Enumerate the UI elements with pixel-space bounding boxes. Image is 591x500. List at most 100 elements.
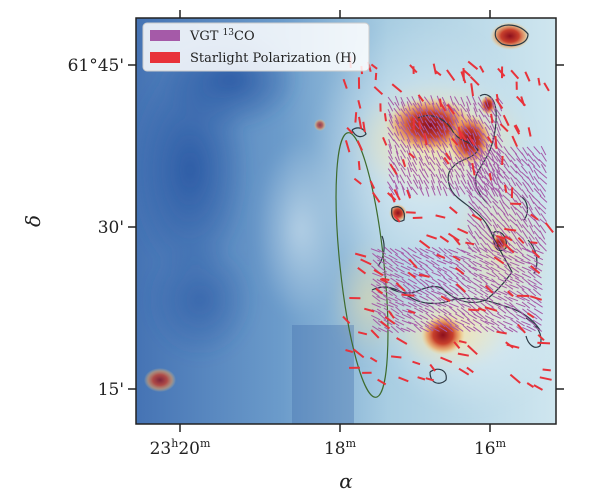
vgt-vector	[496, 312, 506, 320]
vgt-vector	[436, 259, 447, 265]
vgt-vector	[454, 96, 460, 106]
vgt-vector	[431, 284, 441, 291]
vgt-vector	[372, 259, 381, 267]
vgt-vector	[478, 206, 486, 215]
polarization-vector	[371, 191, 381, 203]
polarization-vector	[527, 127, 532, 137]
polarization-vector	[353, 177, 362, 185]
vgt-vector	[532, 195, 541, 204]
vgt-vector	[498, 206, 506, 215]
vgt-vector	[533, 176, 541, 185]
vgt-vector	[540, 145, 547, 156]
polarization-vector	[382, 137, 388, 146]
vgt-vector	[419, 295, 429, 301]
vgt-vector	[468, 194, 474, 204]
vgt-vector	[460, 180, 467, 190]
vgt-vector	[453, 161, 461, 171]
vgt-vector	[400, 252, 410, 260]
vgt-vector	[533, 188, 542, 197]
polarization-vector	[509, 373, 521, 384]
vgt-vector	[462, 259, 472, 267]
vgt-vector	[508, 242, 517, 251]
vgt-vector	[400, 101, 406, 112]
vgt-vector	[477, 102, 485, 111]
vgt-vector	[429, 137, 436, 147]
vgt-vector	[411, 167, 419, 177]
vgt-vector	[491, 152, 499, 162]
vgt-vector	[407, 162, 413, 173]
vgt-vector	[399, 131, 405, 141]
vgt-vector	[478, 247, 488, 254]
vgt-vector	[394, 320, 405, 326]
vgt-vector	[429, 161, 436, 171]
legend-label-vgt: VGT 13CO	[189, 28, 255, 44]
vgt-vector	[514, 277, 524, 284]
vgt-vector	[418, 186, 425, 196]
vgt-vector	[533, 325, 543, 332]
polarization-vector	[408, 258, 418, 269]
vgt-vector	[412, 151, 418, 161]
vgt-vector	[429, 109, 437, 119]
vgt-vector	[387, 126, 394, 136]
polarization-vector	[407, 271, 416, 279]
vgt-vector	[491, 270, 500, 279]
vgt-vector	[449, 162, 454, 172]
vgt-vector	[443, 289, 454, 295]
vgt-vector	[473, 326, 482, 334]
vgt-vector	[442, 308, 452, 315]
polarization-vector	[344, 140, 351, 153]
vgt-vector	[514, 259, 525, 265]
vgt-vector	[521, 230, 529, 239]
polarization-vector	[530, 241, 538, 244]
vgt-vector	[454, 325, 464, 332]
vgt-vector	[384, 303, 394, 308]
vgt-vector	[473, 107, 478, 118]
polarization-vector	[443, 156, 450, 165]
vgt-vector	[394, 260, 405, 265]
vgt-vector	[538, 201, 547, 210]
vgt-vector	[478, 108, 485, 118]
polarization-vector	[417, 376, 426, 381]
vgt-vector	[503, 302, 514, 308]
vgt-vector	[480, 295, 490, 302]
vgt-vector	[454, 156, 461, 166]
vgt-vector	[479, 168, 484, 179]
polarization-vector	[471, 162, 476, 176]
vgt-vector	[468, 259, 477, 267]
vgt-vector	[400, 167, 407, 177]
vgt-vector	[533, 218, 541, 228]
vgt-vector	[490, 187, 496, 197]
vgt-vector	[496, 120, 501, 131]
vgt-vector	[528, 283, 538, 290]
vgt-vector	[468, 152, 476, 161]
polarization-vector	[352, 348, 365, 359]
vgt-vector	[424, 325, 434, 332]
vgt-vector	[497, 295, 508, 302]
polarization-vector	[435, 214, 446, 219]
vgt-vector	[472, 319, 482, 326]
vgt-vector	[472, 201, 480, 210]
vgt-vector	[394, 248, 405, 254]
polarization-vector	[497, 67, 506, 77]
vgt-vector	[478, 152, 487, 161]
vgt-vector	[468, 270, 478, 278]
vgt-vector	[372, 272, 382, 278]
vgt-vector	[528, 194, 535, 205]
vgt-vector	[436, 185, 442, 196]
polarization-vector	[526, 312, 535, 319]
polarization-vector	[471, 213, 482, 221]
vgt-vector	[406, 265, 417, 272]
vgt-vector	[490, 96, 496, 107]
vgt-vector	[388, 254, 398, 261]
vgt-vector	[466, 137, 474, 147]
vgt-vector	[474, 242, 481, 252]
polarization-vector	[517, 237, 525, 244]
vgt-vector	[435, 163, 443, 172]
vgt-vector	[430, 126, 438, 136]
polarization-vector	[391, 83, 403, 93]
vgt-vector	[473, 102, 478, 113]
vgt-vector	[492, 205, 498, 215]
vgt-vector	[520, 296, 530, 302]
vgt-vector	[425, 259, 435, 266]
vgt-vector	[442, 161, 450, 171]
